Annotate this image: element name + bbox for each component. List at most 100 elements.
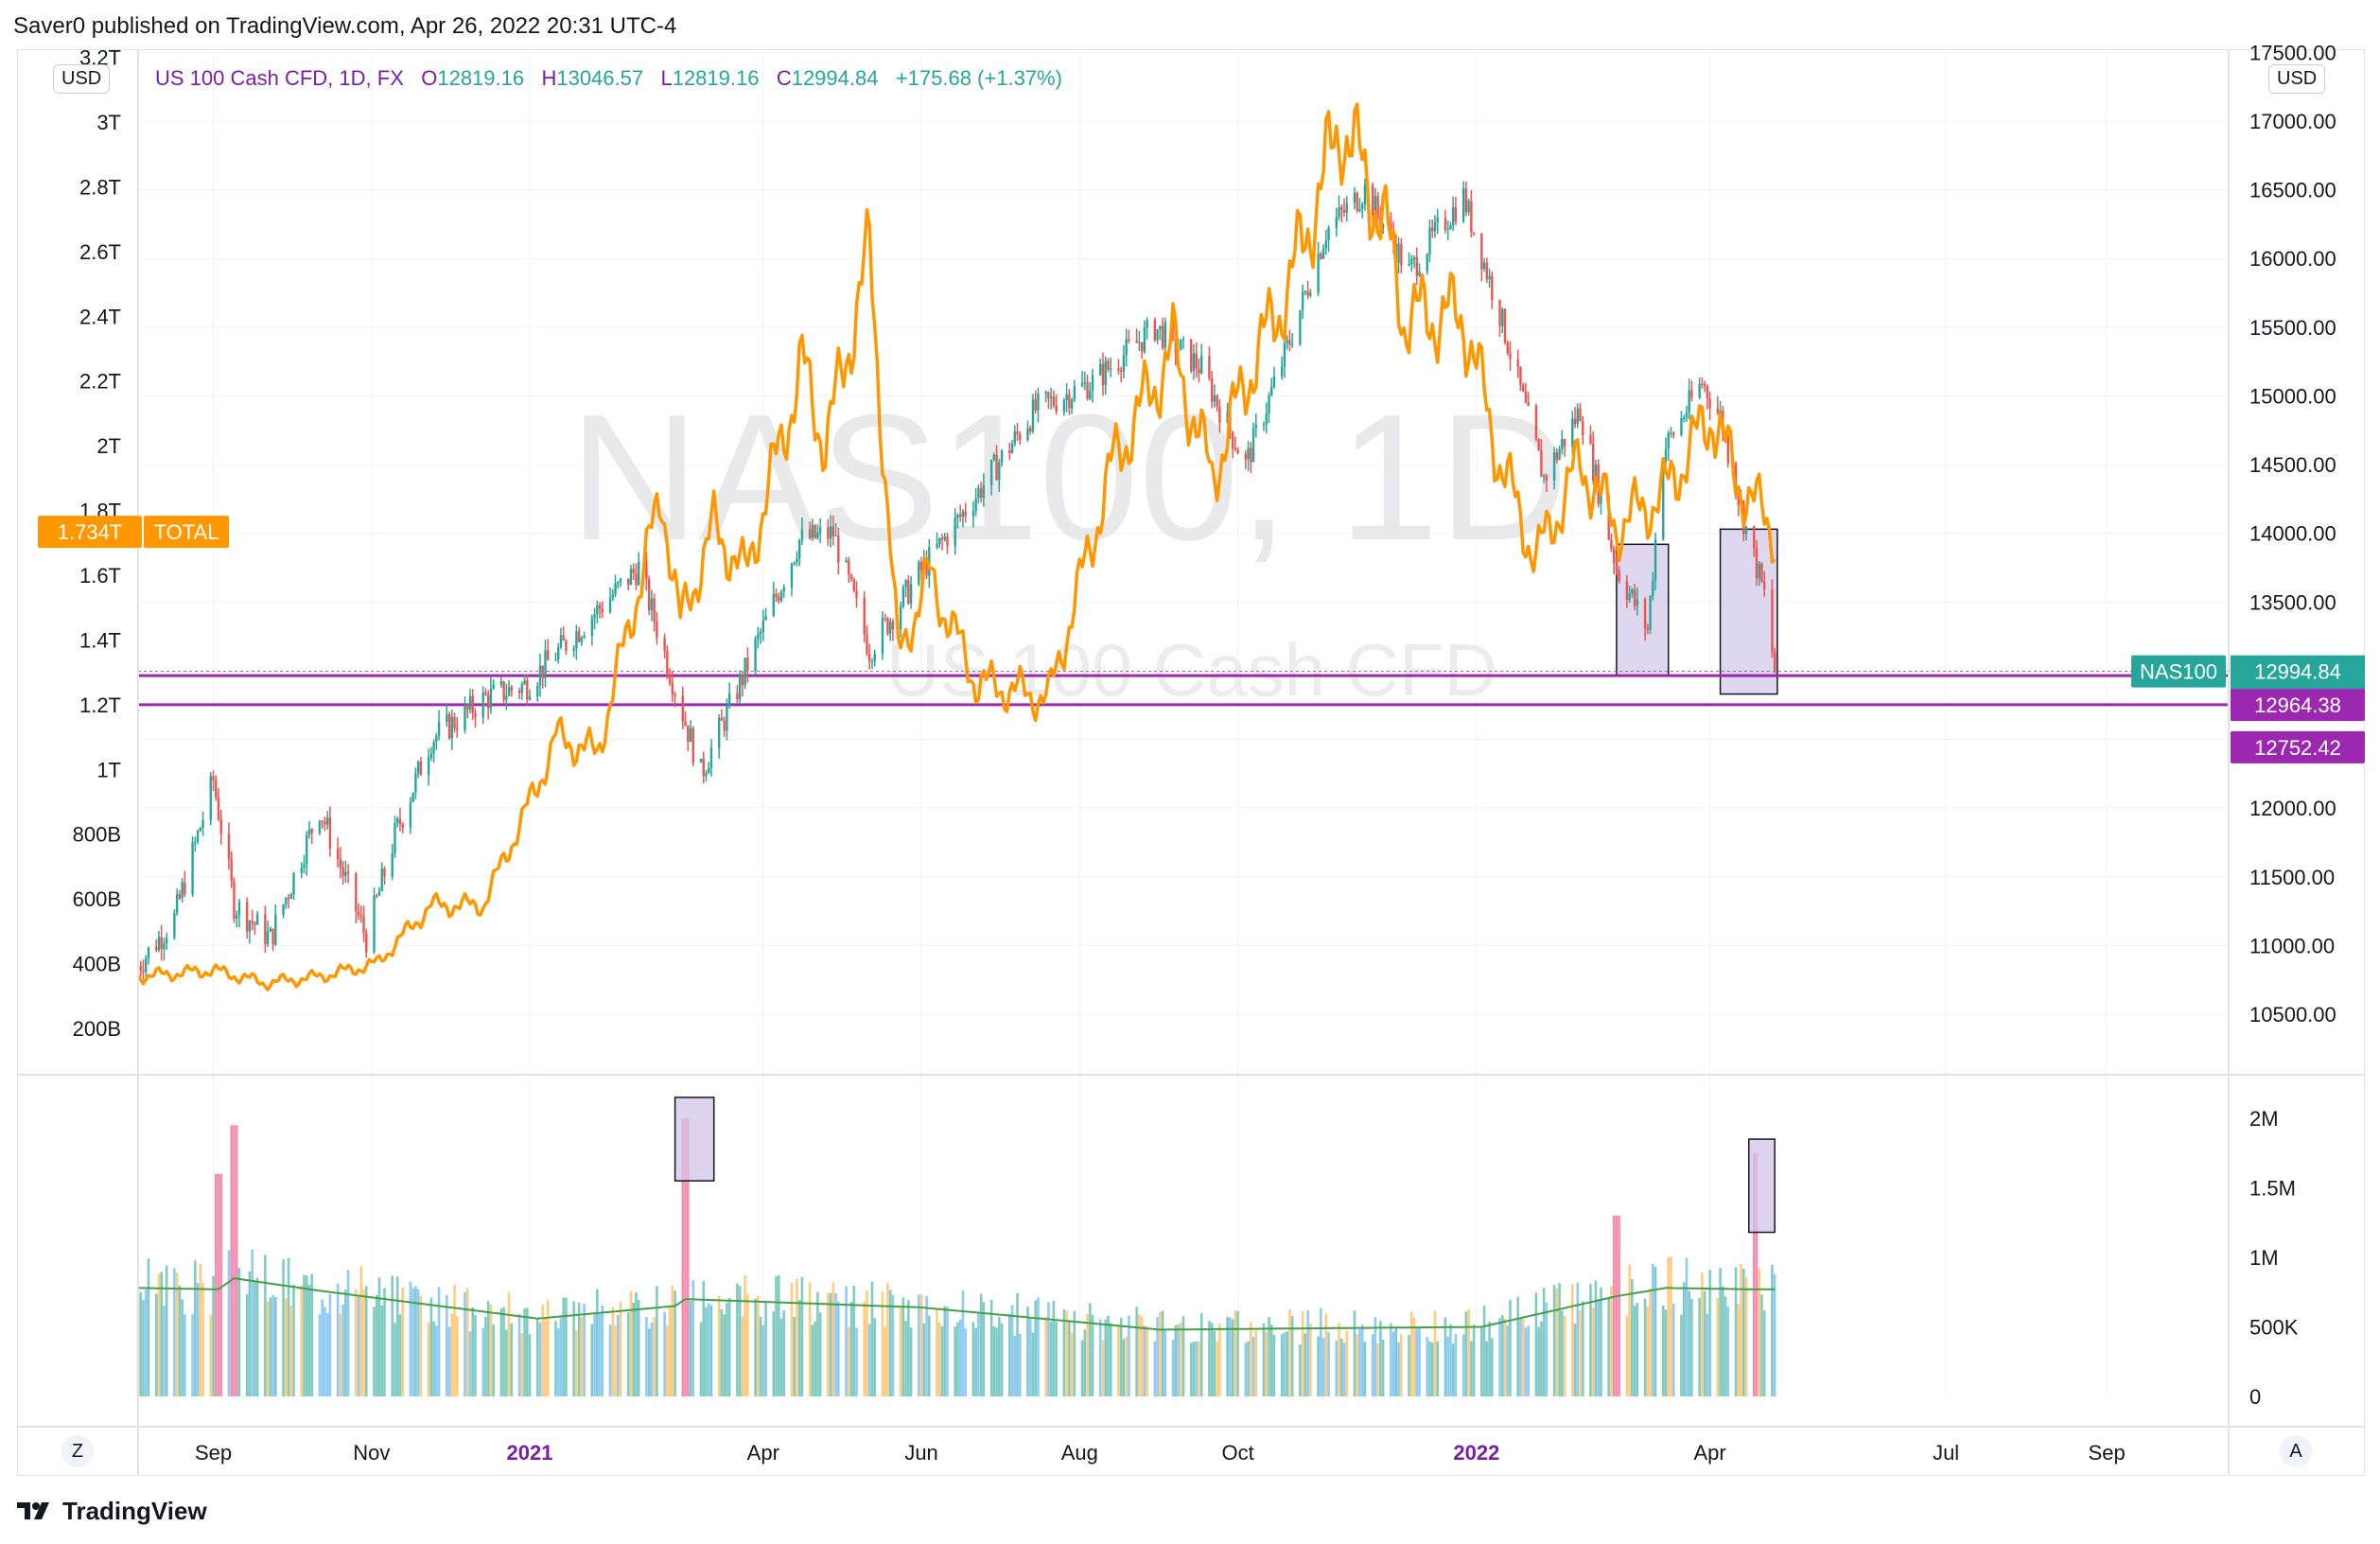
price-candle <box>1615 563 1619 570</box>
price-candle <box>918 561 920 585</box>
price-candle <box>300 868 303 873</box>
volume-bar <box>364 1286 368 1396</box>
price-candle <box>1773 652 1776 674</box>
volume-bar <box>936 1309 938 1396</box>
volume-bar <box>380 1305 384 1396</box>
price-tick-label: 16000.00 <box>2249 247 2336 271</box>
price-candle <box>215 781 218 798</box>
volume-bar <box>401 1287 404 1396</box>
price-candle <box>1662 462 1665 540</box>
grid <box>138 51 2229 1395</box>
price-candle <box>888 621 892 634</box>
currency-left[interactable]: USD <box>53 64 111 94</box>
price-tick-label: 12000.00 <box>2249 797 2336 820</box>
volume-bar <box>328 1293 332 1396</box>
volume-bar <box>1371 1334 1374 1396</box>
volume-bar <box>357 1294 360 1396</box>
volume-bar <box>1400 1334 1403 1396</box>
volume-tick-label: 500K <box>2249 1316 2299 1340</box>
price-candle <box>1428 227 1431 254</box>
price-candle <box>1480 233 1483 270</box>
price-candle <box>1019 434 1022 441</box>
volume-bar <box>160 1272 163 1396</box>
total-series-line <box>136 102 1776 991</box>
price-candle <box>1013 430 1016 444</box>
price-candle <box>1491 275 1494 301</box>
volume-bar <box>575 1330 578 1396</box>
price-candle <box>782 588 785 592</box>
price-candle <box>989 460 993 485</box>
tradingview-footer: TradingView <box>17 1497 207 1528</box>
price-candle <box>834 535 837 536</box>
price-candle <box>650 598 654 610</box>
volume-bar <box>709 1305 713 1396</box>
price-candle <box>1044 392 1047 395</box>
price-candle <box>1122 355 1126 372</box>
volume-bar <box>1381 1340 1385 1396</box>
price-candle <box>808 529 812 538</box>
price-candle <box>147 947 150 959</box>
volume-bar <box>918 1294 920 1396</box>
legend-low-label: L <box>660 66 673 90</box>
price-candle <box>779 591 783 601</box>
price-candle <box>201 819 204 829</box>
highlight-boxes <box>1616 528 1778 695</box>
volume-bar <box>736 1283 739 1396</box>
volume-bar <box>684 1118 687 1396</box>
price-candle <box>1143 327 1146 352</box>
volume-bar <box>1098 1319 1102 1396</box>
price-candle <box>1537 439 1540 451</box>
volume-bar <box>544 1317 547 1396</box>
volume-bar <box>1579 1309 1582 1396</box>
price-candle <box>647 579 651 610</box>
volume-bar <box>1649 1288 1652 1396</box>
level2-tag: 12752.42 <box>2254 736 2341 760</box>
volume-bar <box>1122 1339 1126 1396</box>
volume-bar <box>1698 1298 1701 1396</box>
price-candle <box>538 665 542 686</box>
volume-tick-label: 1.5M <box>2249 1177 2296 1201</box>
price-candle <box>1280 366 1284 377</box>
volume-bar <box>761 1325 765 1396</box>
price-candle <box>1309 292 1312 296</box>
price-candle <box>562 635 565 640</box>
volume-bar <box>1594 1280 1598 1396</box>
volume-bar <box>395 1276 399 1396</box>
price-candle <box>266 931 270 944</box>
price-candle <box>1117 368 1120 371</box>
volume-bar <box>790 1283 794 1396</box>
volume-bar <box>954 1326 957 1396</box>
volume-bar <box>891 1294 895 1396</box>
price-candle <box>264 914 267 944</box>
volume-bar <box>1143 1325 1146 1396</box>
volume-bar <box>1519 1317 1522 1396</box>
price-tick-label: 11000.00 <box>2249 934 2335 957</box>
price-candle <box>1247 447 1250 460</box>
volume-bar <box>1688 1290 1690 1396</box>
volume-bar <box>398 1314 402 1396</box>
price-candle <box>1008 449 1011 454</box>
a-button[interactable]: A <box>2280 1435 2312 1467</box>
currency-right[interactable]: USD <box>2268 64 2326 94</box>
price-candle <box>359 915 363 917</box>
volume-bar <box>1320 1307 1322 1396</box>
price-candle <box>1672 432 1675 435</box>
price-candle <box>255 914 259 925</box>
price-candle <box>464 705 466 730</box>
volume-bar <box>800 1276 804 1396</box>
volume-bar <box>741 1316 744 1396</box>
z-button[interactable]: Z <box>61 1435 94 1467</box>
price-candle <box>346 871 350 873</box>
volume-bar <box>971 1322 975 1396</box>
volume-bar <box>1007 1313 1011 1396</box>
total-tick-label: 2.2T <box>79 370 121 394</box>
volume-bar <box>779 1318 783 1396</box>
price-candle <box>1270 387 1273 395</box>
price-candle <box>1540 450 1543 478</box>
volume-bar <box>546 1300 550 1396</box>
price-candle <box>556 647 560 660</box>
volume-bar <box>1760 1294 1763 1396</box>
price-candle <box>1073 386 1076 400</box>
price-candle <box>416 762 420 774</box>
